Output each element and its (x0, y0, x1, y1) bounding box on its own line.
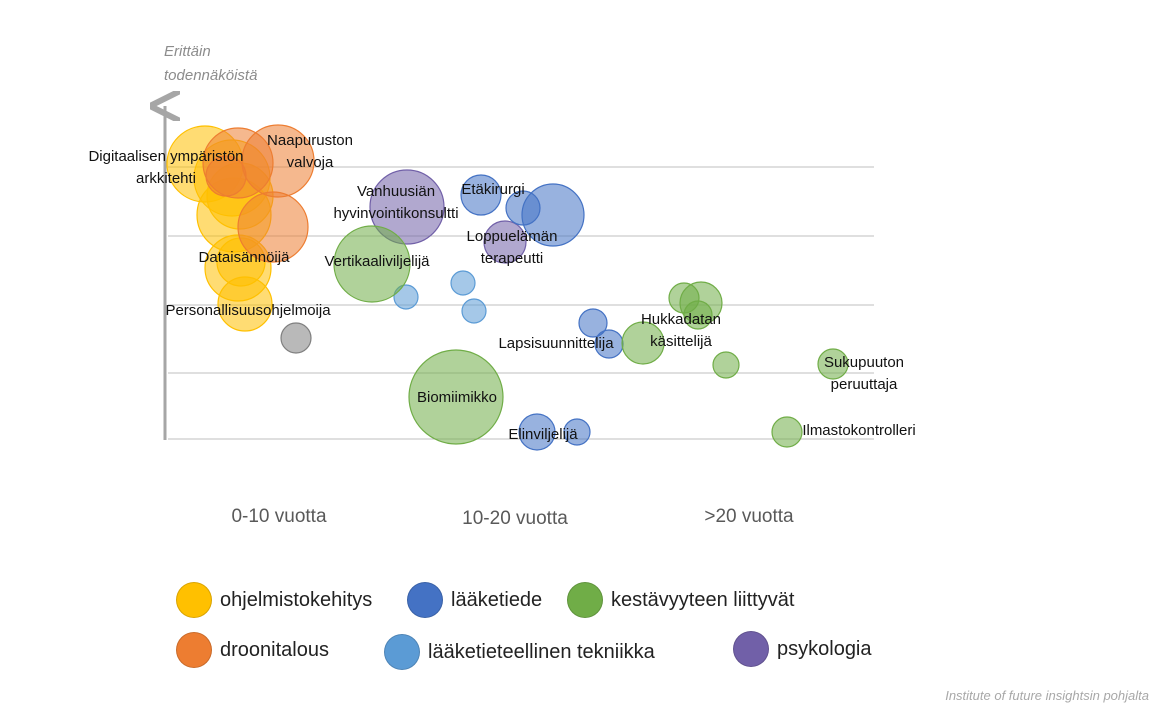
bubble (333, 225, 411, 303)
x-category-label: >20 vuotta (704, 506, 794, 527)
bubble-label-line: Dataisännöijä (199, 249, 291, 266)
legend-item: ohjelmistokehitys (176, 582, 372, 618)
legend-label: droonitalous (220, 638, 329, 661)
bubble (450, 270, 476, 296)
bubble (817, 348, 849, 380)
bubble (683, 300, 713, 330)
bubble (461, 298, 487, 324)
legend-swatch (733, 631, 769, 667)
legend-label: kestävyyteen liittyvät (611, 588, 795, 611)
bubble-label-lapsisuunnittelija: Lapsisuunnittelija (498, 335, 614, 352)
bubble (217, 276, 273, 332)
bubble-label-line: peruuttaja (831, 376, 898, 393)
legend-label: lääketiede (451, 588, 543, 611)
bubble-label-vanhuusian: Vanhuusiän hyvinvointikonsultti (333, 183, 458, 222)
bubble-labels: Digitaalisen ympäristön arkkitehti Naapuru… (88, 132, 915, 443)
bubble-label-line: arkkitehti (136, 170, 196, 187)
bubble-label-line: käsittelijä (650, 333, 712, 350)
bubbles (166, 124, 849, 451)
bubble (712, 351, 740, 379)
legend-swatch (407, 582, 443, 618)
legend-label: ohjelmistokehitys (220, 588, 373, 611)
legend-item: lääketieteellinen tekniikka (384, 634, 655, 670)
bubble (563, 418, 591, 446)
bubble-label-line: Etäkirurgi (461, 181, 524, 198)
legend-item: lääketiede (407, 582, 542, 618)
legend-swatch (176, 582, 212, 618)
bubble-label-sukupuuton: Sukupuuton peruuttaja (824, 354, 904, 393)
bubble-label-line: Naapuruston (267, 132, 353, 149)
bubble (771, 416, 803, 448)
bubble (483, 220, 527, 264)
bubble-label-dataisannoija: Dataisännöijä (199, 249, 291, 266)
bubble (621, 321, 665, 365)
bubble-label-line: Hukkadatan (641, 311, 721, 328)
bubble-label-line: Lapsisuunnittelija (498, 335, 614, 352)
bubble (237, 191, 309, 263)
bubble-label-hukkadatan: Hukkadatan käsittelijä (641, 311, 721, 350)
legend-item: droonitalous (176, 632, 329, 668)
legend-swatch (176, 632, 212, 668)
bubble (505, 190, 541, 226)
legend-label: psykologia (777, 637, 872, 660)
bubble-label-ilmastokontrolleri: Ilmastokontrolleri (802, 422, 915, 439)
bubble-label-line: Personallisuusohjelmoija (165, 302, 331, 319)
x-category-label: 0-10 vuotta (231, 506, 326, 527)
bubble-label-line: Ilmastokontrolleri (802, 422, 915, 439)
bubble-label-line: terapeutti (481, 250, 544, 267)
bubble-label-line: Loppuelämän (467, 228, 558, 245)
bubble-label-biomiimikko: Biomiimikko (417, 389, 497, 406)
bubble (205, 155, 247, 197)
bubble (408, 349, 504, 445)
bubble-label-naapuruston: Naapuruston valvoja (267, 132, 353, 171)
bubble-label-line: Vanhuusiän (357, 183, 435, 200)
x-category-labels: 0-10 vuotta 10-20 vuotta >20 vuotta (231, 506, 794, 529)
legend-swatch (567, 582, 603, 618)
bubble-label-line: Digitaalisen ympäristön (88, 148, 243, 165)
bubble-label-loppuelaman: Loppuelämän terapeutti (467, 228, 558, 267)
bubble-label-line: Biomiimikko (417, 389, 497, 406)
bubble-label-line: Sukupuuton (824, 354, 904, 371)
legend-item: kestävyyteen liittyvät (567, 582, 794, 618)
bubble (460, 174, 502, 216)
x-category-label: 10-20 vuotta (462, 508, 568, 529)
bubble-label-line: hyvinvointikonsultti (333, 205, 458, 222)
bubble-label-line: valvoja (287, 154, 334, 171)
bubble-label-elinviljelija: Elinviljelijä (508, 426, 578, 443)
source-note: Institute of future insightsin pohjalta (945, 688, 1149, 703)
bubble-label-digitaalisen: Digitaalisen ympäristön arkkitehti (88, 148, 243, 187)
legend-swatch (384, 634, 420, 670)
bubble (578, 308, 608, 338)
bubble-label-etakirurgi: Etäkirurgi (461, 181, 524, 198)
bubble-label-line: Elinviljelijä (508, 426, 578, 443)
bubble-label-line: Vertikaaliviljelijä (324, 253, 430, 270)
bubble (518, 413, 556, 451)
bubble-label-vertikaali: Vertikaaliviljelijä (324, 253, 430, 270)
bubble (280, 322, 312, 354)
y-axis-title: Erittäin todennäköistä (164, 40, 257, 88)
y-axis-title-line: Erittäin (164, 43, 211, 60)
legend-item: psykologia (733, 631, 872, 667)
bubble (369, 169, 445, 245)
bubble (393, 284, 419, 310)
bubble-label-personallisuus: Personallisuusohjelmoija (165, 302, 331, 319)
y-axis-title-line: todennäköistä (164, 67, 258, 84)
legend-label: lääketieteellinen tekniikka (428, 640, 655, 663)
